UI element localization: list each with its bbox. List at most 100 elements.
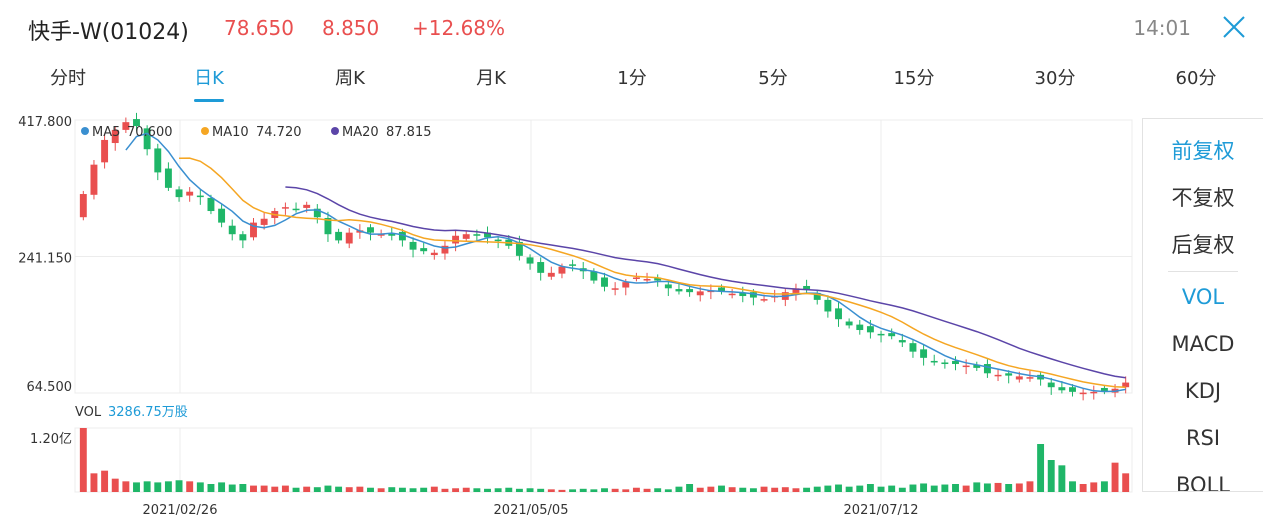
candle-body [526,257,534,264]
volume-bar [686,484,694,492]
volume-bar [994,482,1002,492]
tab-6[interactable]: 15分 [893,68,935,89]
volume-bar [250,485,257,492]
volume-bar [90,473,98,492]
candle-body [420,248,428,252]
candle-body [367,227,374,233]
volume-bar [505,487,513,492]
volume-bar [1122,473,1130,492]
panel-item-2[interactable]: 后复权 [1171,233,1235,257]
candle-body [569,264,577,266]
candle [803,279,811,293]
candle-body [1122,382,1130,388]
volume-bar [845,486,853,492]
volume-bar [79,428,87,492]
candle-body [643,279,651,281]
candles [79,112,1130,401]
candle-body [654,277,662,281]
volume-bar [813,486,821,492]
panel-item-7[interactable]: BOLL [1176,473,1230,492]
candle-body [739,292,747,297]
candle [973,361,981,371]
volume-bar [611,488,619,492]
volume-bar [526,488,534,492]
kline-chart[interactable]: 417.800 241.150 64.500 1.20亿 2021/02/26 2021/… [0,110,1140,525]
tab-7[interactable]: 30分 [1034,68,1076,89]
legend-value: 87.815 [386,125,432,140]
candle [409,237,417,258]
volume-bar [632,487,640,492]
candle-body [1005,373,1013,376]
candle [781,289,789,307]
volume-bar [335,486,343,492]
volume-bar [749,488,757,492]
candle [547,266,555,280]
candle [164,162,172,191]
candle-body [462,234,470,239]
volume-bar [643,488,651,492]
candle-body [824,299,832,312]
tab-3[interactable]: 月K [476,68,506,89]
panel-item-1[interactable]: 不复权 [1171,186,1235,210]
candle-body [409,241,417,250]
tab-5[interactable]: 5分 [758,68,788,89]
candle-body [792,288,800,293]
volume-bar [590,489,598,492]
candle [154,143,162,181]
volume-bar [898,487,906,492]
candle [654,274,662,287]
tab-0[interactable]: 分时 [50,68,86,89]
volume-bars [79,428,1130,492]
candle [1047,377,1055,395]
candle [898,333,906,348]
active-tab-underline [194,99,224,102]
tab-4[interactable]: 1分 [617,68,647,89]
volume-bar [792,488,800,492]
ma-lines [125,132,1126,393]
volume-bar [462,487,470,492]
candle-body [281,207,289,209]
period-tabs: 分时 日K 周K 月K 1分 5分 15分 30分 60分 [0,62,1269,102]
clock-time: 14:01 [1133,16,1191,40]
candle-body [547,272,555,277]
candle [175,186,183,202]
candle [441,241,449,260]
candle [1090,385,1098,400]
candle-body [866,326,874,333]
candle-body [494,239,502,242]
tab-1[interactable]: 日K [194,68,224,89]
volume-bar [654,488,662,492]
volume-bar [484,488,491,492]
price-tick-label: 417.800 [18,115,72,130]
tab-2[interactable]: 周K [335,68,365,89]
candle-body [718,287,725,292]
close-icon[interactable] [1221,14,1247,40]
candle [941,359,949,369]
panel-item-6[interactable]: RSI [1185,426,1221,450]
candle-body [303,204,311,208]
panel-item-3[interactable]: VOL [1181,285,1225,309]
volume-bar [186,481,194,492]
candle [122,117,130,133]
stock-title: 快手-W(01024) [28,20,189,45]
volume-bar [622,489,630,492]
panel-item-4[interactable]: MACD [1171,332,1235,356]
volume-bar [1069,481,1076,492]
candle [856,319,864,335]
candle [1069,384,1076,397]
options-panel: 前复权不复权后复权 VOL MACD KDJ RSI BOLL [1142,118,1263,492]
candle-body [324,217,332,235]
panel-item-5[interactable]: KDJ [1184,379,1222,403]
panel-item-0[interactable]: 前复权 [1171,139,1235,163]
candle-body [952,360,959,365]
candle-body [441,245,449,254]
volume-bar [228,484,236,492]
volume-bar [601,488,608,492]
volume-bar [345,487,353,492]
volume-bar [696,487,704,492]
candle-body [856,324,864,331]
tab-8[interactable]: 60分 [1175,68,1217,89]
candle [196,189,204,205]
candle-body [250,222,257,238]
volume-bar [218,482,226,492]
